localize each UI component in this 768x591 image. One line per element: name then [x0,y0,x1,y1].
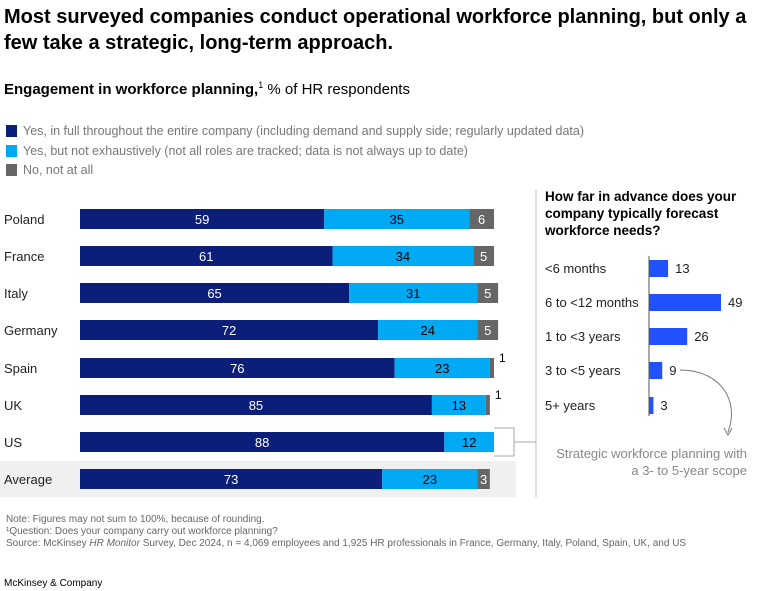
category-label: UK [4,398,22,413]
category-label: US [4,435,22,450]
forecast-data-label: 3 [660,398,667,413]
data-label: 24 [421,323,435,338]
data-label: 65 [207,286,221,301]
bar-segment [477,469,490,489]
data-label: 34 [396,249,410,264]
source-text: Survey, Dec 2024, n = 4,069 employees an… [139,538,687,549]
legend-swatch [6,164,17,176]
bar-segment [349,283,478,303]
data-label: 59 [195,212,209,227]
legend-item-full: Yes, in full throughout the entire compa… [6,124,584,138]
data-label: 72 [222,323,236,338]
bar-segment [469,209,494,229]
data-label: 5 [480,249,487,264]
bar-segment [80,395,432,415]
forecast-bar [649,294,721,311]
note-source: Source: McKinsey HR Monitor Survey, Dec … [6,538,686,550]
data-label: 1 [499,351,506,365]
bar-segment [80,432,445,452]
bar-segment [80,358,395,378]
data-label: 73 [224,472,238,487]
brand-logo: McKinsey & Company [4,578,103,589]
legend-item-none: No, not at all [6,163,93,177]
forecast-data-label: 13 [675,261,689,276]
chart-notes: Note: Figures may not sum to 100%, becau… [6,514,686,550]
data-label: 6 [478,212,485,227]
data-label: 76 [230,361,244,376]
chart-subtitle: Engagement in workforce planning,1 % of … [4,80,410,98]
bar-segment [332,246,474,266]
legend-swatch [6,125,17,137]
bar-segment [477,283,499,303]
annotation-arrow [679,369,732,433]
bar-segment [489,358,494,378]
category-label: Spain [4,361,37,376]
data-label: 31 [406,286,420,301]
data-label: 5 [484,323,491,338]
forecast-chart-title: How far in advance does your company typ… [545,189,737,238]
note-rounding: Note: Figures may not sum to 100%, becau… [6,514,265,525]
annotation-line: a 3- to 5-year scope [631,463,747,478]
annotation-line: Strategic workforce planning with [556,446,747,461]
legend-swatch [6,145,17,157]
data-label: 5 [484,286,491,301]
forecast-data-label: 9 [669,363,676,378]
subtitle-unit: % of HR respondents [263,81,410,98]
data-label: 12 [462,435,476,450]
forecast-category-label: 1 to <3 years [545,329,621,344]
legend-label: No, not at all [23,163,94,177]
category-label: Average [4,472,52,487]
data-label: 85 [249,398,263,413]
forecast-bar [649,260,669,277]
source-italic: HR Monitor [89,538,140,549]
legend-label: Yes, in full throughout the entire compa… [23,124,585,138]
source-text: Source: McKinsey [6,538,90,549]
data-label: 1 [495,388,502,402]
data-label: 23 [423,472,437,487]
data-label: 35 [389,212,403,227]
bar-segment [485,395,490,415]
forecast-category-label: 5+ years [545,398,596,413]
data-label: 23 [435,361,449,376]
category-label: France [4,249,44,264]
forecast-bar [649,397,654,414]
category-label: Germany [4,323,58,338]
forecast-bar [649,362,663,379]
data-label: 13 [452,398,466,413]
bar-segment [324,209,470,229]
subtitle-bold: Engagement in workforce planning, [4,81,259,98]
forecast-bar [649,328,688,345]
bar-segment [378,320,478,340]
legend-label: Yes, but not exhaustively (not all roles… [23,144,468,158]
note-question: ¹Question: Does your company carry out w… [6,526,278,537]
bar-segment [80,320,379,340]
arrow-head-icon [723,427,733,437]
bracket-connector [494,427,536,457]
bar-segment [473,246,494,266]
forecast-category-label: <6 months [545,261,607,276]
category-label: Poland [4,212,44,227]
forecast-category-label: 6 to <12 months [545,295,639,310]
footnote-marker: 1 [258,80,264,90]
bar-segment [477,320,499,340]
bar-segment [80,469,383,489]
bar-segment [394,358,490,378]
bar-segment [80,246,333,266]
category-label: Italy [4,286,28,301]
bar-segment [431,395,486,415]
data-label: 88 [255,435,269,450]
forecast-data-label: 26 [694,329,708,344]
chart-headline: Most surveyed companies conduct operatio… [4,6,747,54]
legend-item-partial: Yes, but not exhaustively (not all roles… [6,144,468,158]
bar-segment [382,469,478,489]
forecast-data-label: 49 [728,295,742,310]
bar-segment [80,209,325,229]
data-label: 61 [199,249,213,264]
forecast-category-label: 3 to <5 years [545,363,621,378]
data-label: 3 [480,472,487,487]
bar-segment [80,283,350,303]
bar-segment [444,432,494,452]
